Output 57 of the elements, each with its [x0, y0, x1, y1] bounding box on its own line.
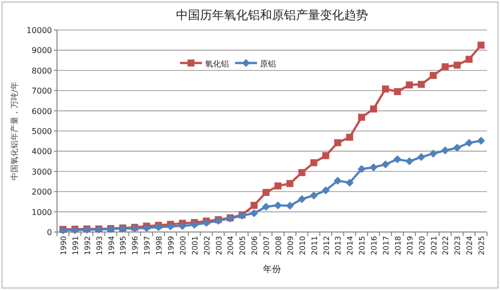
- point: [406, 81, 413, 88]
- point: [334, 139, 342, 146]
- point: [454, 62, 461, 69]
- point: [478, 42, 485, 49]
- point: [382, 85, 389, 92]
- y-tick-label: 8000: [32, 66, 52, 76]
- point: [441, 146, 450, 154]
- point: [358, 164, 366, 173]
- point: [477, 136, 486, 145]
- point: [346, 134, 354, 141]
- point: [250, 209, 258, 218]
- legend-label: 氧化铝: [205, 60, 229, 68]
- point: [322, 152, 330, 160]
- y-tick-label: 3000: [32, 167, 52, 176]
- point: [453, 144, 462, 152]
- y-tick-label: 7000: [32, 86, 52, 96]
- point: [190, 220, 198, 229]
- point: [262, 202, 270, 211]
- y-tick-label: 0: [46, 228, 52, 237]
- point: [310, 191, 318, 200]
- point: [286, 180, 294, 188]
- y-tick-label: 2000: [32, 188, 52, 197]
- y-tick-label: 4000: [32, 147, 52, 156]
- point: [429, 150, 438, 158]
- y-tick-label: 5000: [32, 127, 52, 136]
- point: [393, 155, 402, 164]
- point: [250, 202, 258, 209]
- point: [394, 88, 401, 96]
- point: [418, 80, 425, 88]
- point: [405, 157, 414, 166]
- y-tick-label: 9000: [32, 46, 52, 56]
- point: [370, 105, 378, 112]
- y-tick-label: 6000: [32, 106, 52, 116]
- y-axis-title: 中国氧化铝年产量，万吨/年: [10, 82, 19, 180]
- point: [298, 169, 306, 176]
- point: [381, 160, 390, 168]
- point: [370, 163, 378, 172]
- point: [358, 114, 366, 121]
- point: [286, 202, 294, 210]
- point: [430, 72, 437, 79]
- y-tick-label: 1000: [32, 208, 52, 217]
- point: [262, 188, 270, 196]
- y-tick-label: 10000: [26, 26, 52, 35]
- point: [466, 56, 473, 63]
- point: [442, 63, 449, 70]
- chart-title: 中国历年氧化铝和原铝产量变化趋势: [176, 8, 368, 22]
- point: [322, 186, 330, 194]
- point: [310, 159, 318, 166]
- legend-label: 原铝: [260, 60, 276, 68]
- x-axis-title: 年份: [263, 264, 281, 275]
- point: [465, 138, 474, 147]
- point: [346, 178, 354, 187]
- point: [274, 201, 282, 210]
- point: [298, 195, 306, 204]
- point: [274, 182, 282, 190]
- point: [334, 176, 342, 185]
- point: [417, 153, 426, 162]
